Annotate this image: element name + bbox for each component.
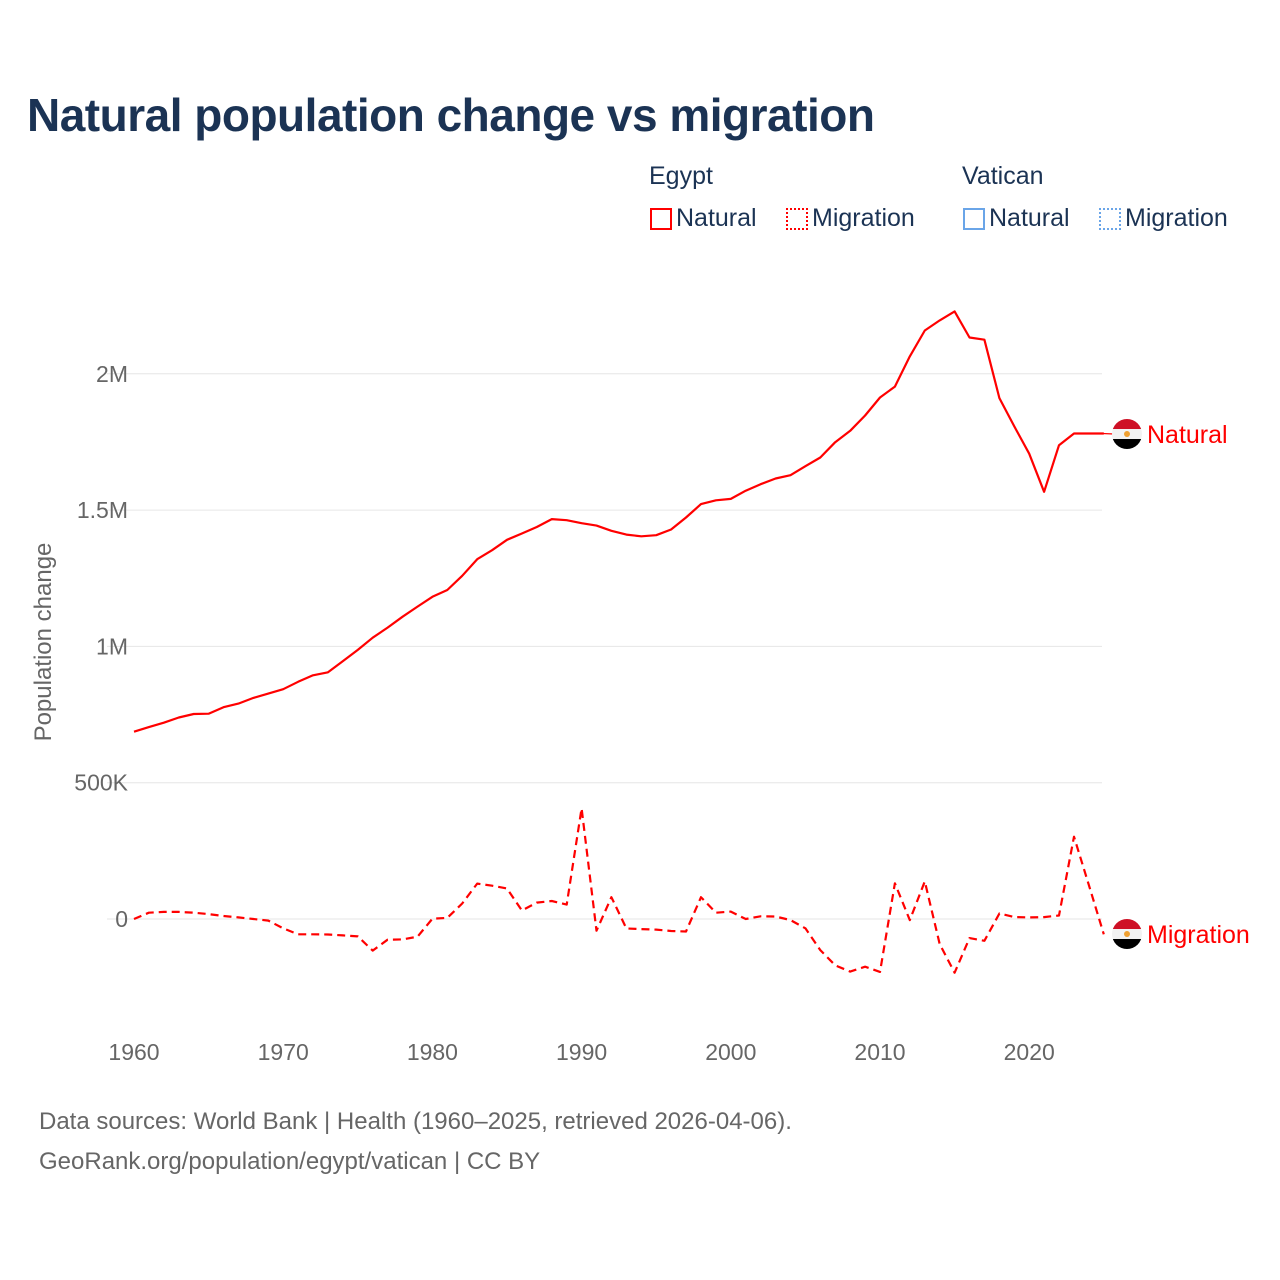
y-tick-label: 1M bbox=[96, 633, 128, 659]
end-label-natural: Natural bbox=[1147, 421, 1228, 449]
footer-attribution[interactable]: GeoRank.org/population/egypt/vatican | C… bbox=[39, 1148, 541, 1175]
dotted-swatch-icon bbox=[786, 207, 808, 230]
y-tick-label: 500K bbox=[74, 770, 128, 796]
legend-group-egypt: Egypt bbox=[649, 162, 713, 190]
legend-egypt-natural[interactable]: Natural bbox=[650, 204, 757, 233]
x-tick-label: 2020 bbox=[1004, 1039, 1055, 1065]
legend-label: Migration bbox=[812, 204, 915, 232]
legend-egypt-migration[interactable]: Migration bbox=[786, 204, 915, 233]
footer-sources: Data sources: World Bank | Health (1960–… bbox=[39, 1108, 792, 1135]
legend-label: Natural bbox=[676, 204, 757, 232]
x-tick-label: 1980 bbox=[407, 1039, 458, 1065]
legend-label: Migration bbox=[1125, 204, 1228, 232]
x-tick-label: 1970 bbox=[258, 1039, 309, 1065]
legend-vatican-natural[interactable]: Natural bbox=[963, 204, 1070, 233]
solid-swatch-icon bbox=[963, 207, 985, 230]
x-tick-label: 1960 bbox=[108, 1039, 159, 1065]
x-tick-label: 2010 bbox=[854, 1039, 905, 1065]
series-line-migration bbox=[133, 807, 1105, 974]
legend-vatican-migration[interactable]: Migration bbox=[1099, 204, 1228, 233]
egypt-flag-icon bbox=[1112, 419, 1142, 449]
dotted-swatch-icon bbox=[1099, 207, 1121, 230]
y-tick-label: 0 bbox=[115, 906, 128, 932]
x-tick-label: 2000 bbox=[705, 1039, 756, 1065]
series-line-natural bbox=[133, 310, 1104, 733]
egypt-flag-icon bbox=[1112, 919, 1142, 949]
solid-swatch-icon bbox=[650, 207, 672, 230]
legend-label: Natural bbox=[989, 204, 1070, 232]
end-label-migration: Migration bbox=[1147, 921, 1250, 949]
x-tick-label: 1990 bbox=[556, 1039, 607, 1065]
end-connector bbox=[1101, 432, 1115, 435]
y-axis-label: Population change bbox=[30, 543, 57, 742]
chart-title: Natural population change vs migration bbox=[27, 89, 875, 141]
y-tick-label: 2M bbox=[96, 361, 128, 387]
y-tick-label: 1.5M bbox=[77, 497, 128, 523]
legend-group-vatican: Vatican bbox=[962, 162, 1044, 190]
